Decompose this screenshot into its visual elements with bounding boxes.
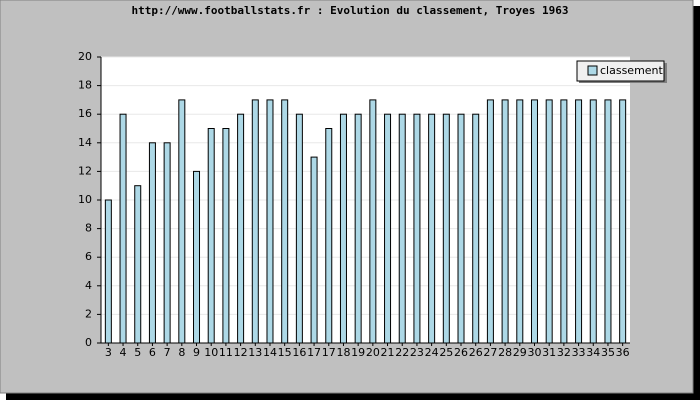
x-tick-label: 10 <box>204 346 218 359</box>
x-tick-label: 29 <box>513 346 527 359</box>
x-tick-label: 35 <box>601 346 615 359</box>
x-tick-label: 33 <box>572 346 586 359</box>
bar <box>604 99 612 344</box>
legend-label: classement <box>600 64 664 77</box>
bar <box>193 170 201 344</box>
x-tick-label: 14 <box>263 346 277 359</box>
y-tick-label: 20 <box>78 50 92 63</box>
bar <box>163 142 171 344</box>
x-tick-label: 15 <box>278 346 292 359</box>
legend-frame <box>576 60 665 82</box>
x-tick-label: 31 <box>542 346 556 359</box>
bar <box>560 99 568 344</box>
x-tick-label: 12 <box>234 346 248 359</box>
chart-title: http://www.footballstats.fr : Evolution … <box>131 4 568 17</box>
y-tick-label: 0 <box>85 336 92 349</box>
x-tick-label: 32 <box>557 346 571 359</box>
y-tick-label: 2 <box>85 307 92 320</box>
x-tick-label: 36 <box>616 346 630 359</box>
bar <box>281 99 289 344</box>
bar <box>501 99 509 344</box>
y-tick-label: 18 <box>78 79 92 92</box>
bar <box>589 99 597 344</box>
x-tick-label: 7 <box>164 346 171 359</box>
x-tick-label: 3 <box>105 346 112 359</box>
x-tick-label: 22 <box>395 346 409 359</box>
x-tick-label: 11 <box>219 346 233 359</box>
x-tick-label: 23 <box>410 346 424 359</box>
x-tick-label: 18 <box>336 346 350 359</box>
bar <box>545 99 553 344</box>
x-tick-label: 30 <box>527 346 541 359</box>
x-tick-label: 16 <box>292 346 306 359</box>
x-tick-label: 9 <box>193 346 200 359</box>
x-tick-label: 26 <box>454 346 468 359</box>
x-tick-label: 13 <box>248 346 262 359</box>
x-tick-label: 20 <box>366 346 380 359</box>
bar <box>486 99 494 344</box>
x-tick-label: 4 <box>120 346 127 359</box>
bar <box>619 99 627 344</box>
bar <box>413 113 421 344</box>
bar <box>472 113 480 344</box>
bar <box>207 128 215 344</box>
x-tick-label: 28 <box>498 346 512 359</box>
bar <box>119 113 127 344</box>
x-tick-label: 17 <box>322 346 336 359</box>
x-tick-label: 25 <box>439 346 453 359</box>
bar <box>516 99 524 344</box>
y-tick-label: 16 <box>78 107 92 120</box>
y-tick-label: 4 <box>85 279 92 292</box>
x-tick-label: 34 <box>586 346 600 359</box>
x-tick-label: 17 <box>307 346 321 359</box>
bar <box>354 113 362 344</box>
x-tick-label: 5 <box>134 346 141 359</box>
x-tick-label: 24 <box>425 346 439 359</box>
bar <box>575 99 583 344</box>
bar <box>325 128 333 344</box>
bar <box>266 99 274 344</box>
bar <box>295 113 303 344</box>
bar <box>237 113 245 344</box>
x-tick-label: 8 <box>178 346 185 359</box>
x-tick-label: 19 <box>351 346 365 359</box>
y-tick-label: 8 <box>85 222 92 235</box>
legend-swatch <box>587 65 598 76</box>
bar <box>148 142 156 344</box>
y-tick-label: 12 <box>78 164 92 177</box>
bar <box>398 113 406 344</box>
bar <box>310 156 318 344</box>
y-tick-label: 14 <box>78 136 92 149</box>
bar <box>442 113 450 344</box>
bar <box>457 113 465 344</box>
x-tick-label: 6 <box>149 346 156 359</box>
bar <box>384 113 392 344</box>
bar <box>369 99 377 344</box>
x-tick-label: 26 <box>469 346 483 359</box>
bar <box>178 99 186 344</box>
bar <box>251 99 259 344</box>
x-tick-label: 27 <box>483 346 497 359</box>
bar <box>339 113 347 344</box>
x-tick-label: 21 <box>381 346 395 359</box>
bar <box>134 185 142 344</box>
y-tick-label: 6 <box>85 250 92 263</box>
bar <box>428 113 436 344</box>
y-tick-label: 10 <box>78 193 92 206</box>
bar <box>222 128 230 344</box>
bar <box>104 199 112 344</box>
bar <box>530 99 538 344</box>
